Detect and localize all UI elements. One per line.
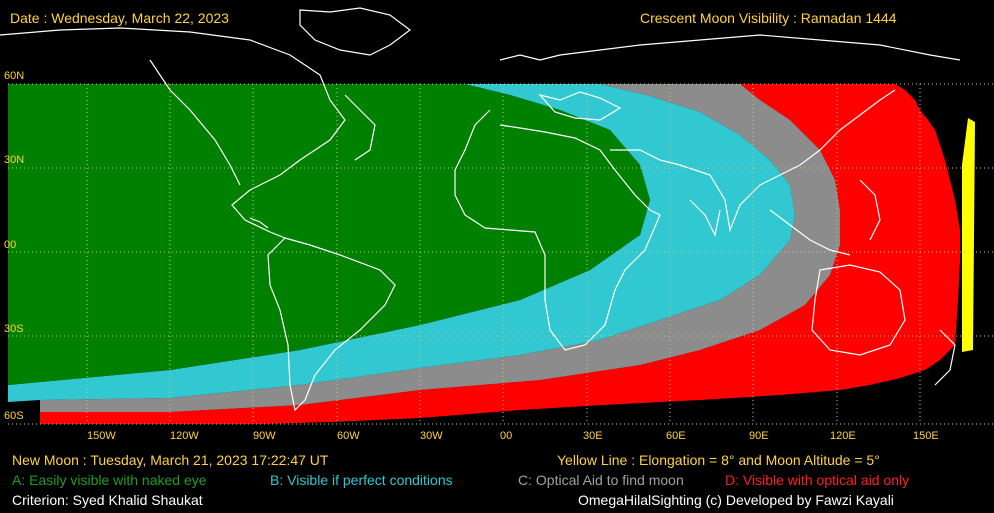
zone-a-green <box>8 84 650 385</box>
graticule <box>8 83 994 425</box>
lon-label-90e: 90E <box>749 430 769 442</box>
coastlines <box>0 7 961 412</box>
legend-c: C: Optical Aid to find moon <box>518 472 684 488</box>
credit-label: OmegaHilalSighting (c) Developed by Fawz… <box>578 492 894 508</box>
criterion-label: Criterion: Syed Khalid Shaukat <box>12 492 203 508</box>
legend-d: D: Visible with optical aid only <box>725 472 910 488</box>
lon-label-60e: 60E <box>666 430 686 442</box>
lon-label-00: 00 <box>500 430 513 442</box>
lat-label-30n: 30N <box>4 154 25 166</box>
lon-label-120w: 120W <box>170 430 199 442</box>
map-title: Crescent Moon Visibility : Ramadan 1444 <box>640 10 897 26</box>
lon-label-150e: 150E <box>913 430 939 442</box>
lon-label-30w: 30W <box>420 430 443 442</box>
lon-label-90w: 90W <box>253 430 276 442</box>
new-moon-label: New Moon : Tuesday, March 21, 2023 17:22… <box>12 452 329 468</box>
yellow-line <box>962 118 975 352</box>
lat-label-60n: 60N <box>4 70 25 82</box>
zone-d-red <box>40 84 960 424</box>
zone-c-gray <box>40 84 840 412</box>
lon-label-30e: 30E <box>583 430 603 442</box>
legend-a: A: Easily visible with naked eye <box>12 472 207 488</box>
lon-label-120e: 120E <box>830 430 856 442</box>
zone-b-cyan <box>8 84 795 402</box>
lat-label-30s: 30S <box>4 323 24 335</box>
lat-label-60s: 60S <box>4 410 24 422</box>
lon-label-60w: 60W <box>337 430 360 442</box>
date-label: Date : Wednesday, March 22, 2023 <box>10 10 229 26</box>
lon-label-150w: 150W <box>87 430 116 442</box>
lat-label-00: 00 <box>4 239 17 251</box>
yellow-line-label: Yellow Line : Elongation = 8° and Moon A… <box>557 452 880 468</box>
legend-b: B: Visible if perfect conditions <box>270 472 453 488</box>
